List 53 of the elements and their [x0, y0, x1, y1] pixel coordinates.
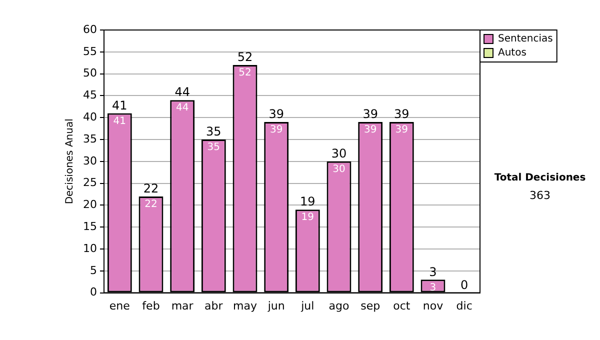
y-tick-label: 25 [82, 176, 97, 190]
x-tick-label: jun [266, 299, 285, 312]
x-tick-label: sep [360, 299, 380, 312]
text: 363 [530, 188, 550, 202]
data-label: 52 [238, 68, 252, 79]
y-tick-label: 30 [82, 154, 97, 168]
x-tick-label: ago [328, 299, 350, 312]
data-label: 22 [144, 199, 158, 210]
text: Total Decisiones [494, 172, 586, 184]
total-label: 0 [460, 278, 468, 292]
data-label: 41 [113, 116, 126, 127]
data-label: 30 [332, 164, 346, 175]
y-tick-label: 40 [82, 110, 97, 124]
data-label: 35 [207, 142, 220, 154]
total-label: 35 [206, 124, 222, 139]
y-tick-label: 50 [82, 66, 97, 80]
x-tick-label: jul [300, 299, 314, 312]
y-tick-label: 45 [82, 88, 97, 102]
total-label: 44 [174, 85, 190, 100]
x-tick-label: may [233, 299, 258, 312]
data-label: 3 [430, 282, 436, 294]
legend-label: Autos [498, 48, 526, 59]
y-tick-label: 0 [90, 286, 97, 299]
data-label: 19 [301, 212, 314, 224]
y-tick-label: 35 [82, 132, 97, 146]
x-tick-label: abr [204, 299, 224, 312]
total-label: 22 [143, 182, 159, 196]
y-tick-label: 20 [82, 198, 97, 212]
y-tick-label: 60 [82, 22, 97, 36]
legend-label: Sentencias [498, 34, 553, 45]
data-label: 39 [395, 124, 408, 136]
x-tick-label: oct [393, 299, 411, 312]
total-label: 39 [268, 107, 284, 122]
y-tick-label: 10 [82, 242, 97, 255]
total-label: 30 [331, 146, 347, 161]
x-tick-label: ene [109, 299, 130, 312]
total-label: 39 [362, 107, 378, 122]
total-label: 19 [300, 194, 316, 209]
y-tick-label: 5 [90, 264, 97, 277]
data-label: 39 [364, 124, 377, 136]
total-label: 52 [237, 50, 253, 64]
x-tick-label: feb [142, 299, 160, 312]
total-label: 41 [112, 98, 128, 112]
x-tick-label: dic [456, 299, 472, 312]
data-label: 44 [176, 102, 189, 114]
total-label: 3 [429, 264, 437, 279]
x-tick-label: nov [422, 299, 444, 312]
total-label: 39 [394, 107, 410, 122]
y-axis-title: Decisiones Anual [64, 118, 76, 204]
y-tick-label: 15 [82, 220, 97, 233]
x-tick-label: mar [171, 299, 194, 312]
data-label: 39 [270, 124, 283, 136]
y-tick-label: 55 [82, 44, 97, 58]
